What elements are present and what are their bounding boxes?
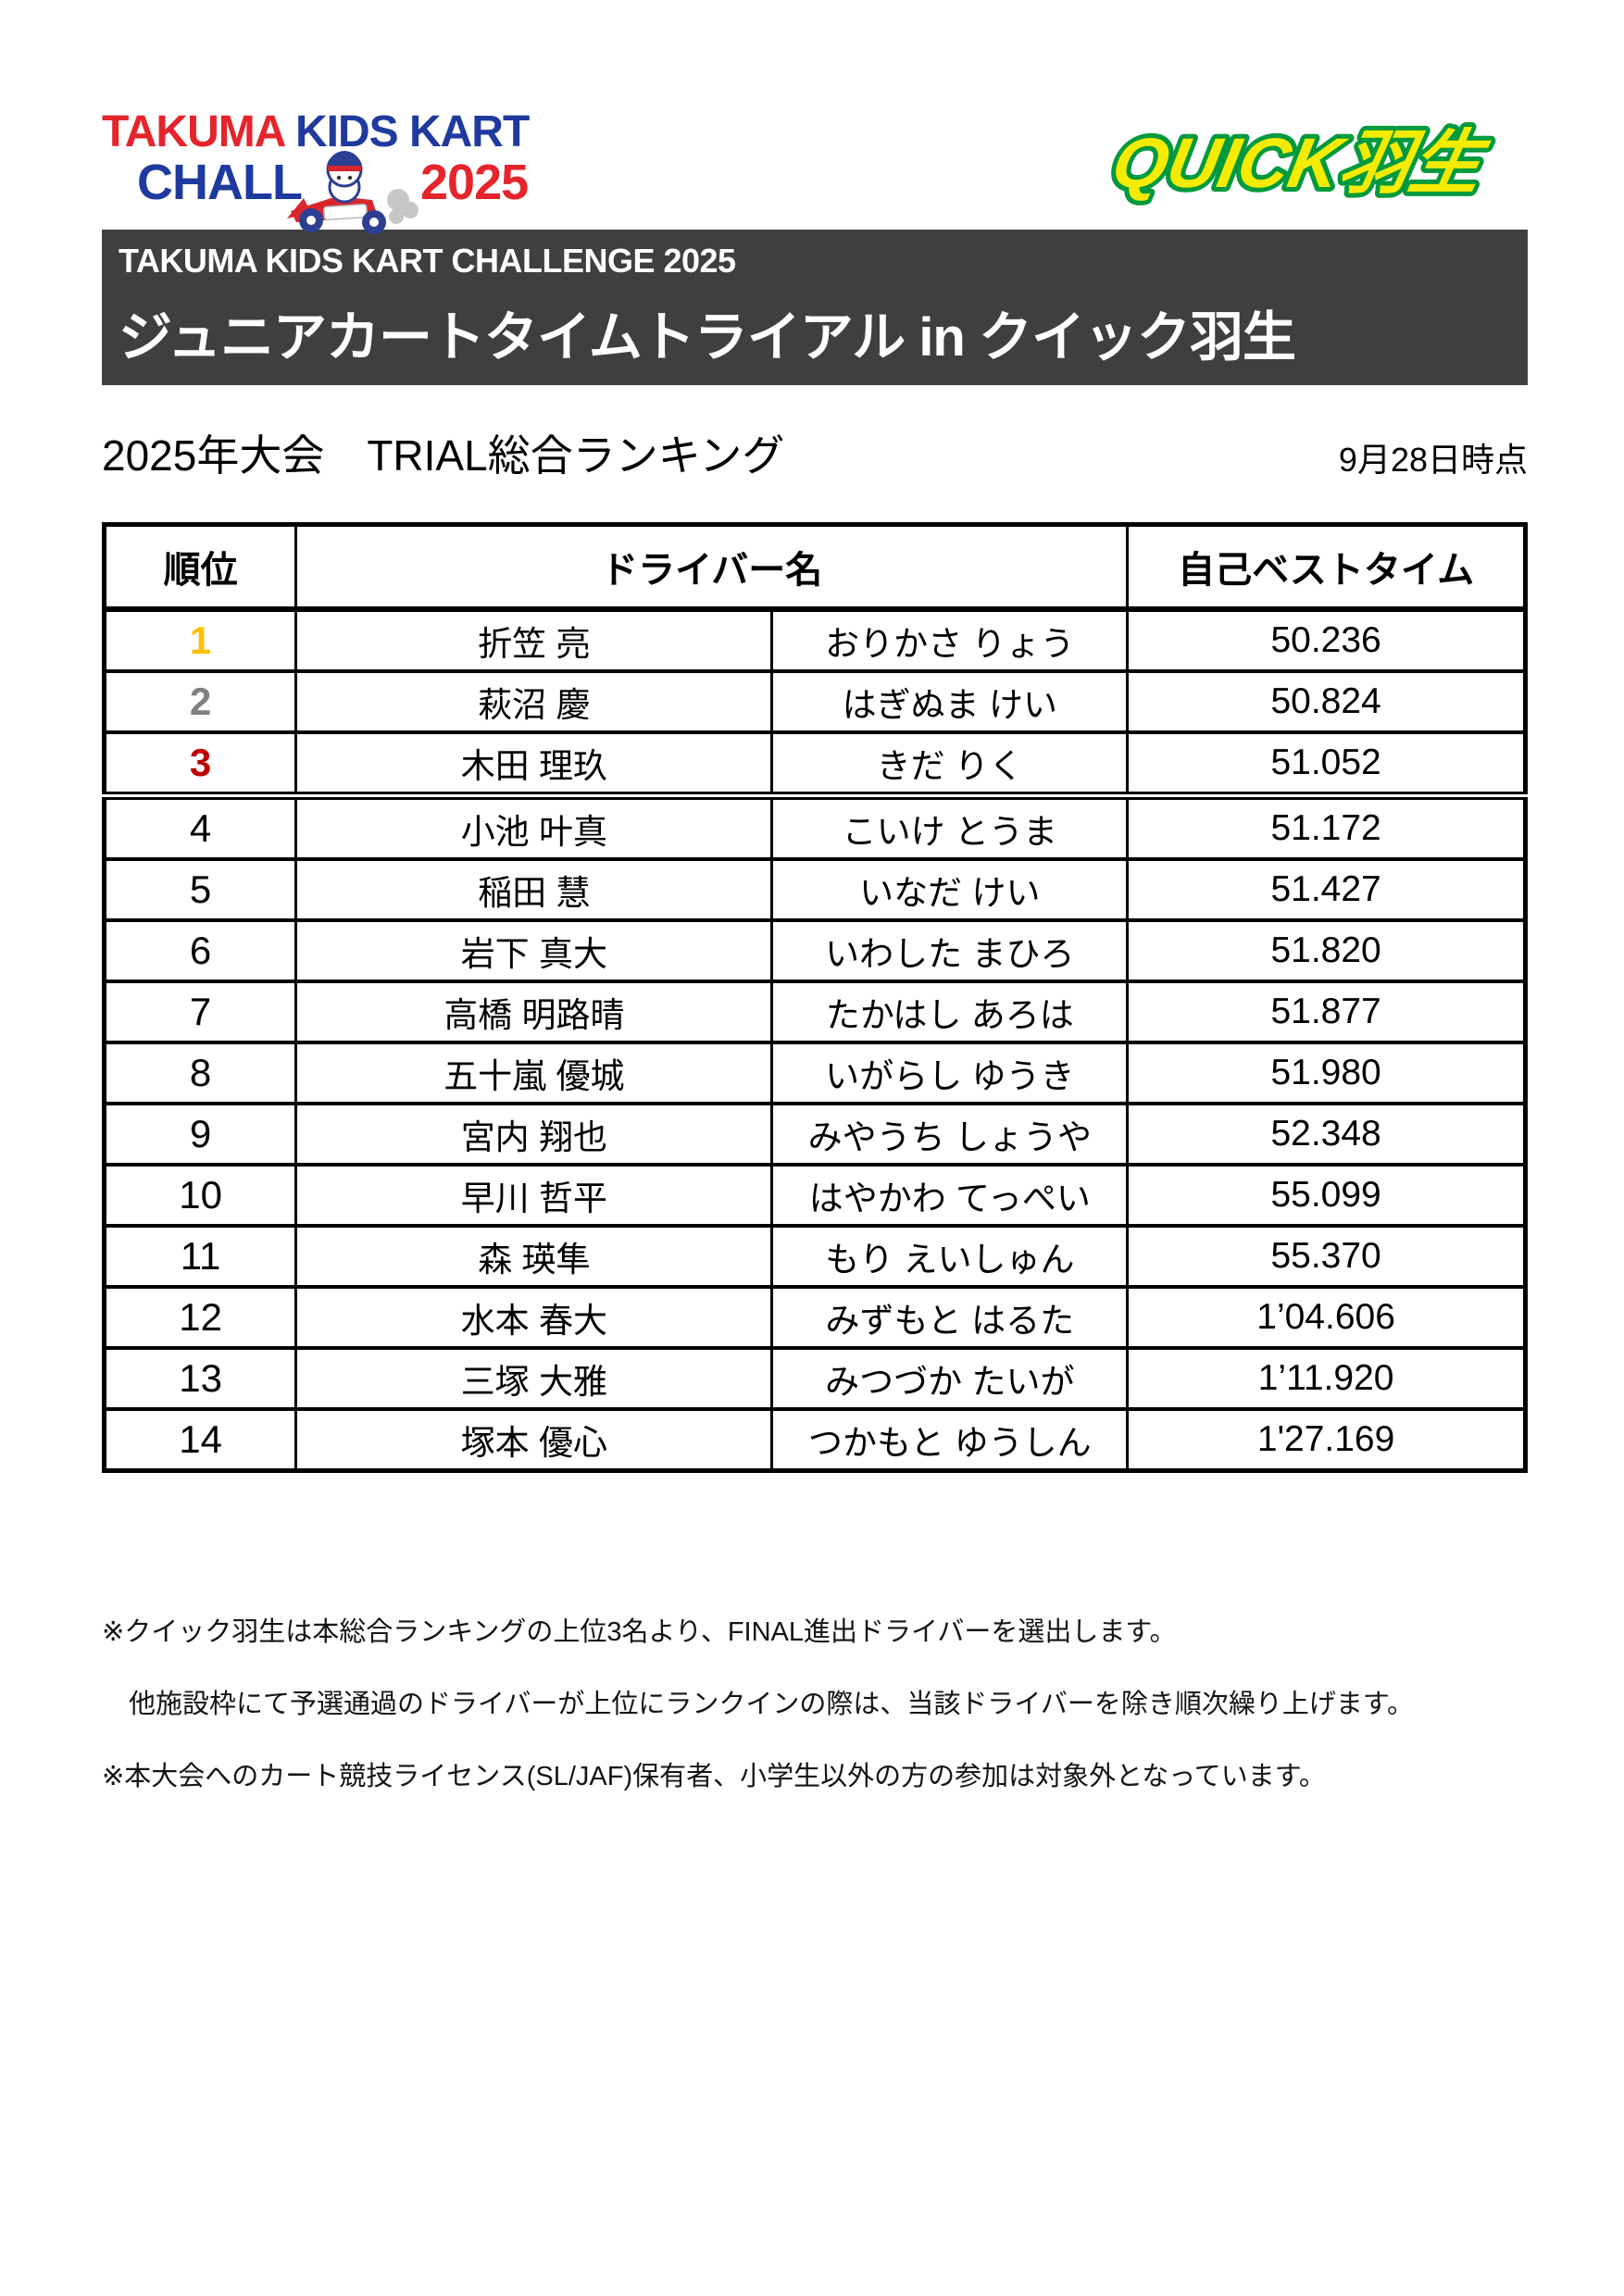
table-row: 6 岩下 真大 いわした まひろ 51.820 — [102, 918, 1527, 983]
driver-name-cell: 岩下 真大 — [294, 918, 774, 983]
best-time-cell: 50.236 — [1126, 607, 1527, 673]
table-row: 13 三塚 大雅 みつづか たいが 1’11.920 — [102, 1346, 1527, 1411]
rank-cell: 8 — [102, 1041, 298, 1105]
driver-kana-cell: みつづか たいが — [770, 1346, 1130, 1411]
rank-cell: 2 — [102, 669, 298, 734]
table-row: 12 水本 春大 みずもと はるた 1’04.606 — [102, 1285, 1527, 1350]
rank-cell: 12 — [102, 1285, 298, 1350]
table-row: 1 折笠 亮 おりかさ りょう 50.236 — [102, 607, 1527, 673]
driver-kana-cell: はやかわ てっぺい — [770, 1163, 1130, 1228]
logo-word-2025: 2025 — [407, 154, 529, 210]
table-row: 7 高橋 明路晴 たかはし あろは 51.877 — [102, 980, 1527, 1044]
table-row: 5 稲田 慧 いなだ けい 51.427 — [102, 857, 1527, 922]
driver-kana-cell: たかはし あろは — [770, 980, 1130, 1044]
driver-name-cell: 稲田 慧 — [294, 857, 774, 922]
logo-word-kids-kart: KIDS KART — [283, 107, 530, 157]
logo-word-challenge: CHALLNGE — [137, 154, 303, 210]
rank-cell: 5 — [102, 857, 298, 922]
header-rank: 順位 — [102, 523, 298, 612]
rank-cell: 1 — [102, 607, 298, 673]
table-row: 4 小池 叶真 こいけ とうま 51.172 — [102, 794, 1527, 861]
best-time-cell: 1’11.920 — [1126, 1346, 1527, 1411]
rank-cell: 11 — [102, 1224, 298, 1289]
logo-word-takuma: TAKUMA — [102, 107, 285, 157]
table-row: 11 森 瑛隼 もり えいしゅん 55.370 — [102, 1224, 1527, 1289]
rank-cell: 7 — [102, 980, 298, 1044]
table-row: 8 五十嵐 優城 いがらし ゆうき 51.980 — [102, 1041, 1527, 1105]
quick-hanyu-logo-text: QUICK羽生 — [1106, 125, 1495, 203]
rank-cell: 9 — [102, 1102, 298, 1167]
driver-kana-cell: きだ りく — [770, 730, 1130, 800]
driver-kana-cell: こいけ とうま — [770, 794, 1130, 861]
best-time-cell: 1’04.606 — [1126, 1285, 1527, 1350]
driver-name-cell: 木田 理玖 — [294, 730, 774, 800]
best-time-cell: 1'27.169 — [1126, 1407, 1527, 1473]
best-time-cell: 51.820 — [1126, 918, 1527, 983]
driver-kana-cell: いなだ けい — [770, 857, 1130, 922]
header-driver-name: ドライバー名 — [294, 523, 1130, 612]
best-time-cell: 52.348 — [1126, 1102, 1527, 1167]
rank-cell: 6 — [102, 918, 298, 983]
logo-line2: CHALLNGE 2025 — [102, 156, 620, 209]
best-time-cell: 50.824 — [1126, 669, 1527, 734]
best-time-cell: 51.877 — [1126, 980, 1527, 1044]
logo-row: TAKUMA KIDS KART CHALLNGE 2025 QUICK羽生 — [102, 0, 1528, 235]
driver-kana-cell: はぎぬま けい — [770, 669, 1130, 734]
driver-name-cell: 小池 叶真 — [294, 794, 774, 861]
table-row: 2 萩沼 慶 はぎぬま けい 50.824 — [102, 669, 1527, 734]
ranking-table: 順位 ドライバー名 自己ベストタイム 1 折笠 亮 おりかさ りょう 50.23… — [102, 522, 1528, 1473]
driver-kana-cell: おりかさ りょう — [770, 607, 1130, 673]
driver-name-cell: 森 瑛隼 — [294, 1224, 774, 1289]
quick-hanyu-logo: QUICK羽生 — [1060, 107, 1528, 211]
footer-notes: ※クイック羽生は本総合ランキングの上位3名より、FINAL進出ドライバーを選出し… — [102, 1610, 1528, 1793]
note-license-restriction: ※本大会へのカート競技ライセンス(SL/JAF)保有者、小学生以外の方の参加は対… — [102, 1762, 1326, 1791]
table-row: 3 木田 理玖 きだ りく 51.052 — [102, 730, 1527, 800]
driver-kana-cell: みやうち しょうや — [770, 1102, 1130, 1167]
header-best-time: 自己ベストタイム — [1126, 523, 1527, 612]
rank-cell: 13 — [102, 1346, 298, 1411]
driver-name-cell: 萩沼 慶 — [294, 669, 774, 734]
logo-line1: TAKUMA KIDS KART — [102, 109, 620, 156]
driver-kana-cell: もり えいしゅん — [770, 1224, 1130, 1289]
takuma-kids-kart-logo: TAKUMA KIDS KART CHALLNGE 2025 — [102, 109, 620, 235]
banner-series-name: TAKUMA KIDS KART CHALLENGE 2025 — [119, 242, 736, 280]
best-time-cell: 51.980 — [1126, 1041, 1527, 1105]
banner-event-title: ジュニアカートタイムトライアル in クイック羽生 — [119, 307, 1296, 368]
kart-mascot-icon — [287, 151, 418, 235]
rank-cell: 4 — [102, 794, 298, 861]
best-time-cell: 51.427 — [1126, 857, 1527, 922]
driver-name-cell: 宮内 翔也 — [294, 1102, 774, 1167]
best-time-cell: 51.052 — [1126, 730, 1527, 800]
ranking-sheet-page: TAKUMA KIDS KART CHALLNGE 2025 QUICK羽生 — [102, 0, 1528, 1793]
table-header-row: 順位 ドライバー名 自己ベストタイム — [102, 523, 1527, 612]
driver-kana-cell: いわした まひろ — [770, 918, 1130, 983]
driver-name-cell: 五十嵐 優城 — [294, 1041, 774, 1105]
table-row: 14 塚本 優心 つかもと ゆうしん 1'27.169 — [102, 1407, 1527, 1473]
subtitle-row: 2025年大会 TRIAL総合ランキング 9月28日時点 — [102, 422, 1528, 483]
driver-kana-cell: いがらし ゆうき — [770, 1041, 1130, 1105]
rank-cell: 14 — [102, 1407, 298, 1473]
best-time-cell: 51.172 — [1126, 794, 1527, 861]
best-time-cell: 55.370 — [1126, 1224, 1527, 1289]
table-row: 10 早川 哲平 はやかわ てっぺい 55.099 — [102, 1163, 1527, 1228]
driver-name-cell: 高橋 明路晴 — [294, 980, 774, 1044]
as-of-date: 9月28日時点 — [1338, 441, 1528, 479]
driver-kana-cell: みずもと はるた — [770, 1285, 1130, 1350]
rank-cell: 3 — [102, 730, 298, 800]
driver-name-cell: 三塚 大雅 — [294, 1346, 774, 1411]
driver-name-cell: 折笠 亮 — [294, 607, 774, 673]
driver-kana-cell: つかもと ゆうしん — [770, 1407, 1130, 1473]
driver-name-cell: 早川 哲平 — [294, 1163, 774, 1228]
rank-cell: 10 — [102, 1163, 298, 1228]
table-row: 9 宮内 翔也 みやうち しょうや 52.348 — [102, 1102, 1527, 1167]
driver-name-cell: 水本 春大 — [294, 1285, 774, 1350]
best-time-cell: 55.099 — [1126, 1163, 1527, 1228]
title-banner: TAKUMA KIDS KART CHALLENGE 2025 ジュニアカートタ… — [102, 230, 1528, 385]
driver-name-cell: 塚本 優心 — [294, 1407, 774, 1473]
note-other-facility: 他施設枠にて予選通過のドライバーが上位にランクインの際は、当該ドライバーを除き順… — [102, 1690, 1414, 1719]
ranking-title: 2025年大会 TRIAL総合ランキング — [102, 431, 785, 480]
note-final-selection: ※クイック羽生は本総合ランキングの上位3名より、FINAL進出ドライバーを選出し… — [102, 1617, 1177, 1647]
